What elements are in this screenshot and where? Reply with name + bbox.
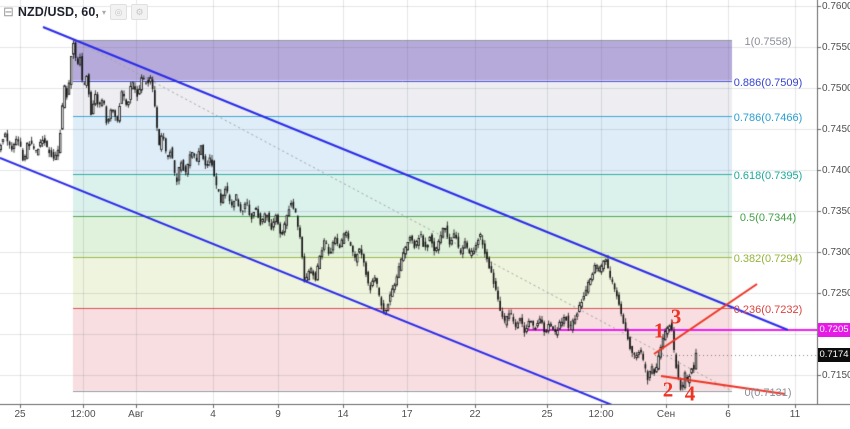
time-tick-label: 22 xyxy=(469,409,481,420)
fib-level-label-0.382[interactable]: 0.382(0.7294) xyxy=(733,252,803,265)
last-price-tag: 0.7174 xyxy=(818,348,850,363)
time-tick-label: 4 xyxy=(210,409,216,420)
price-tick-label: 0.7550 xyxy=(822,42,850,53)
time-tick-label: 9 xyxy=(275,409,281,420)
price-tick-label: 0.7350 xyxy=(822,206,850,217)
time-tick-label: 6 xyxy=(725,409,731,420)
time-tick-label: 25 xyxy=(14,409,26,420)
price-tick-label: 0.7600 xyxy=(822,1,850,12)
time-tick-label: Авг xyxy=(128,409,144,420)
price-tick-label: 0.7150 xyxy=(822,370,850,381)
fib-level-label-0.236[interactable]: 0.236(0.7232) xyxy=(733,303,803,316)
fib-level-label-0.786[interactable]: 0.786(0.7466) xyxy=(733,111,803,124)
properties-button[interactable]: ⚙ xyxy=(131,4,148,20)
symbol-title[interactable]: NZD/USD, 60, xyxy=(17,5,99,19)
elliott-wave-label-4[interactable]: 4 xyxy=(684,381,696,406)
time-tick-label: 17 xyxy=(401,409,413,420)
collapse-legend-icon[interactable]: ⊟ xyxy=(3,4,14,19)
fib-level-label-1[interactable]: 1(0.7558) xyxy=(744,36,792,49)
price-tick-label: 0.7250 xyxy=(822,288,850,299)
price-tick-label: 0.7450 xyxy=(822,124,850,135)
fib-level-label-0.618[interactable]: 0.618(0.7395) xyxy=(733,170,803,183)
price-tick-label: 0.7500 xyxy=(822,83,850,94)
price-tick-label: 0.7400 xyxy=(822,165,850,176)
eye-icon: ◎ xyxy=(114,6,123,17)
time-tick-label: 12:00 xyxy=(588,409,614,420)
time-tick-label: 14 xyxy=(337,409,349,420)
chevron-down-icon[interactable]: ▾ xyxy=(101,7,106,17)
visibility-toggle-button[interactable]: ◎ xyxy=(110,4,127,20)
drawing-price-tag[interactable]: 0.7205 xyxy=(818,322,850,337)
gear-icon: ⚙ xyxy=(135,6,144,17)
price-tick-label: 0.7300 xyxy=(822,247,850,258)
time-tick-label: Сен xyxy=(656,409,676,420)
elliott-wave-label-1[interactable]: 1 xyxy=(653,318,665,343)
fib-level-label-0.5[interactable]: 0.5(0.7344) xyxy=(739,211,797,224)
time-tick-label: 11 xyxy=(789,409,801,420)
time-tick-label: 12:00 xyxy=(70,409,96,420)
fib-level-label-0[interactable]: 0(0.7131) xyxy=(744,386,792,399)
chart-legend: ⊟ NZD/USD, 60, ▾ ◎ ⚙ xyxy=(3,4,148,20)
fib-level-label-0.886[interactable]: 0.886(0.7509) xyxy=(733,76,803,89)
elliott-wave-label-3[interactable]: 3 xyxy=(670,304,682,329)
elliott-wave-label-2[interactable]: 2 xyxy=(662,377,674,402)
time-tick-label: 25 xyxy=(541,409,553,420)
